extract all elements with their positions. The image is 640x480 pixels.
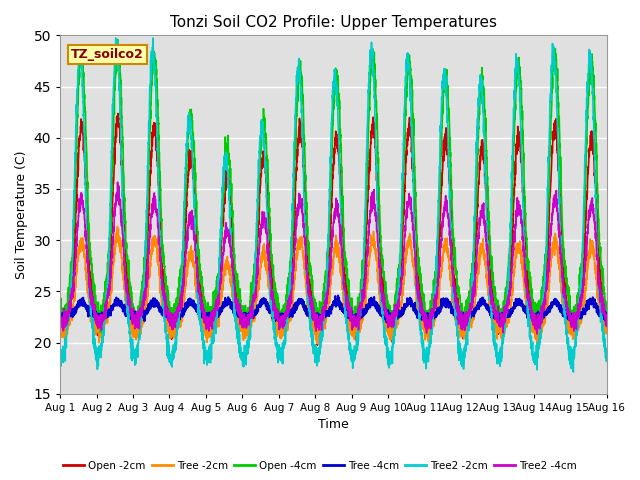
Tree -4cm	[173, 315, 181, 321]
Legend: Open -2cm, Tree -2cm, Open -4cm, Tree -4cm, Tree2 -2cm, Tree2 -4cm: Open -2cm, Tree -2cm, Open -4cm, Tree -4…	[59, 456, 581, 475]
Tree2 -2cm	[603, 353, 611, 359]
Tree2 -4cm	[173, 309, 181, 314]
Line: Tree -4cm: Tree -4cm	[60, 296, 607, 324]
Open -4cm	[173, 307, 181, 313]
Tree -2cm	[603, 327, 611, 333]
Tree -2cm	[56, 328, 64, 334]
Line: Tree2 -4cm: Tree2 -4cm	[60, 182, 607, 334]
Open -2cm	[397, 280, 404, 286]
Open -4cm	[209, 310, 217, 315]
Open -2cm	[603, 312, 611, 318]
Tree -4cm	[209, 313, 216, 319]
Tree -2cm	[387, 337, 394, 343]
Tree2 -4cm	[387, 318, 394, 324]
Tree -4cm	[56, 314, 64, 320]
Tree -4cm	[603, 316, 611, 322]
Line: Open -4cm: Open -4cm	[60, 39, 607, 333]
Tree -2cm	[209, 325, 217, 331]
Tree -2cm	[396, 300, 404, 305]
Open -2cm	[387, 321, 395, 326]
X-axis label: Time: Time	[318, 419, 349, 432]
Tree2 -2cm	[209, 334, 217, 339]
Tree -4cm	[387, 312, 395, 318]
Tree2 -4cm	[533, 331, 541, 337]
Open -4cm	[387, 309, 395, 314]
Open -4cm	[397, 259, 404, 265]
Open -2cm	[603, 323, 611, 328]
Tree2 -2cm	[387, 351, 394, 357]
Tree2 -4cm	[114, 180, 122, 185]
Tree -4cm	[551, 296, 559, 302]
Open -2cm	[56, 324, 64, 329]
Line: Open -2cm: Open -2cm	[60, 113, 607, 345]
Tree2 -2cm	[56, 359, 64, 365]
Open -2cm	[173, 311, 181, 317]
Open -4cm	[551, 55, 559, 60]
Tree -2cm	[551, 231, 559, 237]
Tree2 -2cm	[570, 369, 577, 375]
Tree -4cm	[603, 313, 611, 319]
Tree2 -2cm	[551, 61, 559, 67]
Tree2 -2cm	[173, 313, 181, 319]
Tree2 -4cm	[551, 196, 559, 202]
Tree -2cm	[113, 224, 121, 229]
Tree2 -2cm	[396, 256, 404, 262]
Tree2 -4cm	[209, 315, 217, 321]
Tree -2cm	[603, 324, 611, 330]
Tree -2cm	[173, 325, 181, 331]
Open -2cm	[209, 318, 217, 324]
Open -2cm	[314, 342, 321, 348]
Open -4cm	[114, 36, 122, 42]
Line: Tree -2cm: Tree -2cm	[60, 227, 607, 348]
Tree2 -4cm	[603, 312, 611, 317]
Open -2cm	[114, 110, 122, 116]
Open -4cm	[56, 311, 64, 317]
Tree2 -4cm	[56, 307, 64, 312]
Y-axis label: Soil Temperature (C): Soil Temperature (C)	[15, 150, 28, 279]
Open -4cm	[603, 300, 611, 305]
Open -4cm	[603, 305, 611, 311]
Tree -4cm	[397, 309, 404, 315]
Tree2 -4cm	[396, 290, 404, 296]
Tree2 -2cm	[112, 35, 120, 41]
Line: Tree2 -2cm: Tree2 -2cm	[60, 38, 607, 372]
Tree -4cm	[279, 321, 287, 327]
Title: Tonzi Soil CO2 Profile: Upper Temperatures: Tonzi Soil CO2 Profile: Upper Temperatur…	[170, 15, 497, 30]
Tree -4cm	[334, 293, 342, 299]
Tree2 -4cm	[603, 324, 611, 329]
Tree2 -2cm	[603, 359, 611, 364]
Open -4cm	[97, 330, 104, 336]
Open -2cm	[551, 125, 559, 131]
Text: TZ_soilco2: TZ_soilco2	[71, 48, 144, 61]
Tree -2cm	[533, 345, 541, 350]
